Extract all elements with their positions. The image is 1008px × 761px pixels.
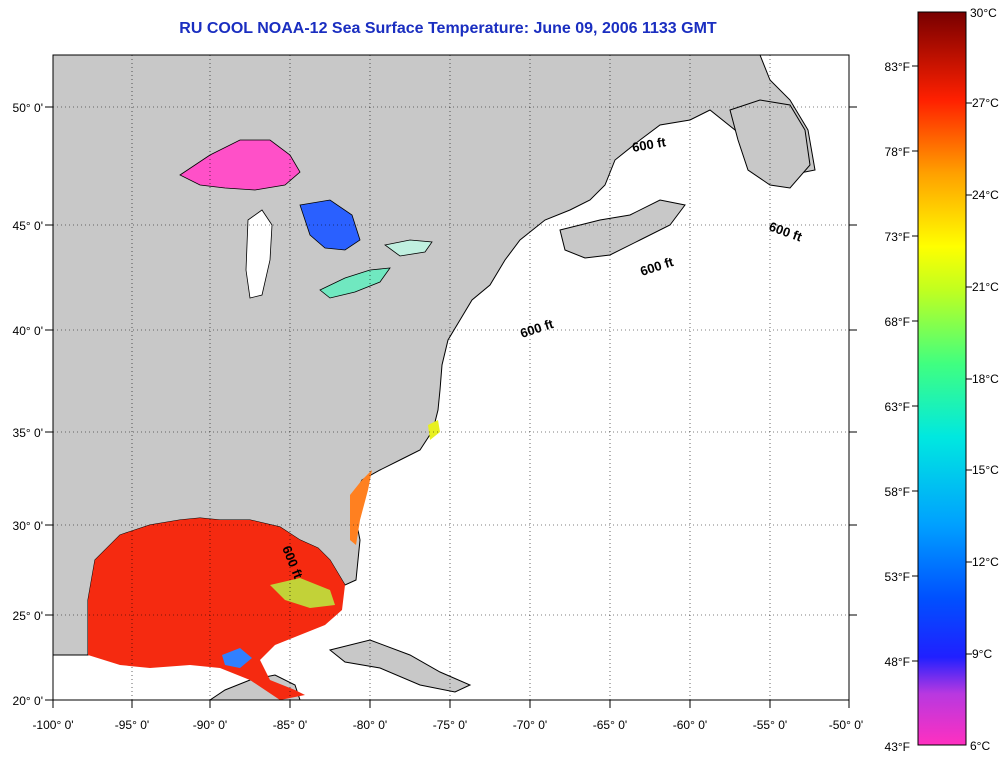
lat-label: 45° 0' [13,219,43,233]
lon-label: -95° 0' [115,718,149,732]
cuba-land [328,639,472,693]
coast-sst-yellow [428,420,440,440]
lon-label: -50° 0' [829,718,863,732]
fahrenheit-label: 53°F [885,570,910,584]
fahrenheit-labels: 83°F 78°F 73°F 68°F 63°F 58°F 53°F 48°F … [885,60,910,754]
fahrenheit-label: 73°F [885,230,910,244]
celsius-label: 12°C [972,555,999,569]
lake-erie [319,267,391,299]
lon-label: -70° 0' [513,718,547,732]
lat-label: 30° 0' [13,519,43,533]
lake-michigan [245,209,273,299]
lat-label: 50° 0' [13,101,43,115]
grid-lines [53,55,849,700]
gulf-sst-region [88,518,345,700]
fahrenheit-label: 68°F [885,315,910,329]
map-frame [52,54,850,701]
fahrenheit-label: 43°F [885,740,910,754]
map-title: RU COOL NOAA-12 Sea Surface Temperature:… [179,20,717,37]
celsius-label: 21°C [972,280,999,294]
fahrenheit-label: 48°F [885,655,910,669]
gulf-sst-green-band [270,578,335,608]
celsius-label: 24°C [972,188,999,202]
celsius-label: 9°C [972,647,992,661]
fahrenheit-label: 58°F [885,485,910,499]
lat-label: 35° 0' [13,426,43,440]
lon-label: -65° 0' [593,718,627,732]
lat-label: 25° 0' [13,609,43,623]
lat-label: 20° 0' [13,694,43,708]
celsius-labels: 30°C 27°C 24°C 21°C 18°C 15°C 12°C 9°C 6… [970,6,999,753]
lon-label: -55° 0' [753,718,787,732]
colorbar-ticks [912,65,972,662]
lon-label: -60° 0' [673,718,707,732]
lon-label: -100° 0' [32,718,73,732]
latitude-labels: 20° 0' 25° 0' 30° 0' 35° 0' 40° 0' 45° 0… [13,101,43,708]
celsius-label: 30°C [970,6,997,20]
celsius-label: 15°C [972,463,999,477]
fahrenheit-label: 83°F [885,60,910,74]
lake-superior [179,139,301,191]
lake-ontario [384,239,433,257]
sst-colorbar [917,11,967,746]
celsius-label: 6°C [970,739,990,753]
fahrenheit-label: 78°F [885,145,910,159]
axis-ticks [45,106,857,708]
celsius-label: 27°C [972,96,999,110]
lon-label: -75° 0' [433,718,467,732]
contour-label-600ft: 600 ft [631,134,668,155]
lon-label: -85° 0' [273,718,307,732]
longitude-labels: -100° 0' -95° 0' -90° 0' -85° 0' -80° 0'… [32,718,863,732]
lat-label: 40° 0' [13,324,43,338]
coast-sst-strip [350,470,372,545]
lon-label: -90° 0' [193,718,227,732]
fahrenheit-label: 63°F [885,400,910,414]
lon-label: -80° 0' [353,718,387,732]
celsius-label: 18°C [972,372,999,386]
gulf-sst-blue-patch [222,648,252,668]
